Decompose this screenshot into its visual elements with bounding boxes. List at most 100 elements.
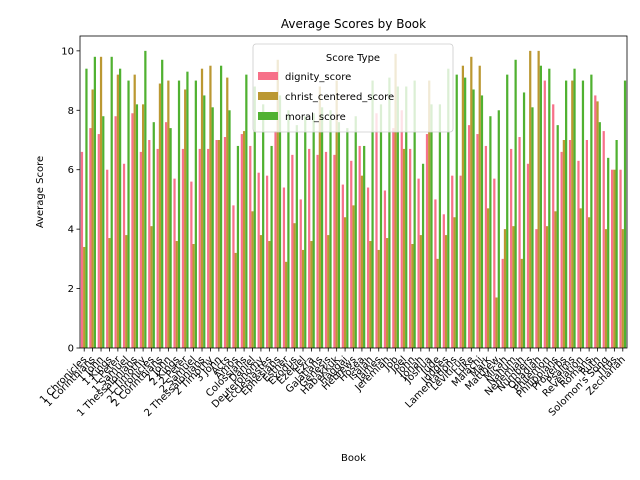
bar-dignity_score	[350, 160, 353, 348]
bar-moral_score	[363, 145, 366, 348]
bar-moral_score	[287, 110, 290, 348]
bar-dignity_score	[122, 163, 126, 348]
y-tick-label: 8	[68, 106, 74, 117]
bar-dignity_score	[80, 151, 84, 348]
bar-moral_score	[177, 80, 181, 348]
bar-moral_score	[497, 110, 500, 348]
bar-moral_score	[127, 80, 130, 348]
bar-moral_score	[531, 107, 534, 348]
bar-christ_centered_score	[133, 74, 136, 348]
bar-moral_score	[480, 95, 484, 349]
bar-moral_score	[312, 113, 315, 348]
bar-christ_centered_score	[613, 169, 616, 348]
bar-moral_score	[278, 95, 282, 349]
bar-dignity_score	[451, 175, 454, 348]
bar-moral_score	[144, 50, 147, 349]
bar-christ_centered_score	[167, 80, 170, 348]
bar-christ_centered_score	[285, 261, 288, 348]
bar-moral_score	[396, 86, 399, 348]
bar-dignity_score	[181, 148, 185, 348]
bar-moral_score	[253, 86, 256, 348]
bar-christ_centered_score	[301, 249, 305, 348]
bar-christ_centered_score	[268, 241, 271, 348]
bar-dignity_score	[484, 145, 488, 348]
bar-moral_score	[565, 80, 568, 348]
bar-moral_score	[379, 104, 383, 348]
bar-christ_centered_score	[209, 65, 212, 349]
bar-dignity_score	[383, 190, 387, 348]
bar-moral_score	[346, 128, 349, 348]
bar-moral_score	[522, 92, 526, 349]
legend-label-dignity_score: dignity_score	[285, 72, 351, 83]
bar-dignity_score	[106, 169, 109, 348]
bar-christ_centered_score	[478, 65, 481, 349]
bar-christ_centered_score	[150, 226, 153, 348]
bar-moral_score	[447, 68, 450, 348]
bar-christ_centered_score	[386, 238, 389, 348]
x-axis-label: Book	[341, 453, 366, 464]
bar-dignity_score	[594, 95, 597, 349]
bar-moral_score	[320, 107, 324, 348]
bar-dignity_score	[240, 134, 243, 348]
bar-christ_centered_score	[520, 258, 523, 348]
bar-christ_centered_score	[217, 140, 220, 348]
bar-moral_score	[245, 74, 248, 348]
bar-christ_centered_score	[259, 235, 263, 348]
bar-moral_score	[548, 68, 551, 348]
bar-dignity_score	[316, 154, 319, 348]
bar-christ_centered_score	[377, 249, 380, 348]
bar-dignity_score	[577, 160, 580, 348]
bar-moral_score	[421, 163, 425, 348]
bar-christ_centered_score	[175, 241, 178, 348]
bar-christ_centered_score	[588, 217, 591, 348]
bar-dignity_score	[265, 175, 269, 348]
bar-dignity_score	[493, 178, 496, 348]
bar-moral_score	[118, 68, 122, 348]
bar-dignity_score	[333, 154, 336, 348]
bar-dignity_score	[148, 140, 151, 348]
bar-christ_centered_score	[453, 217, 456, 348]
bar-moral_score	[337, 122, 341, 348]
legend-title: Score Type	[326, 53, 380, 64]
bar-dignity_score	[249, 145, 252, 348]
bar-moral_score	[598, 122, 601, 348]
bar-dignity_score	[518, 137, 521, 348]
bar-dignity_score	[207, 148, 210, 348]
bar-dignity_score	[552, 104, 555, 348]
bar-dignity_score	[510, 148, 513, 348]
bar-moral_score	[514, 59, 517, 349]
bar-christ_centered_score	[562, 140, 565, 348]
bar-christ_centered_score	[369, 241, 372, 348]
bar-moral_score	[236, 145, 240, 348]
bar-moral_score	[270, 145, 273, 348]
bar-moral_score	[539, 65, 542, 349]
bar-christ_centered_score	[116, 74, 119, 348]
bar-moral_score	[371, 80, 374, 348]
bar-moral_score	[354, 116, 357, 348]
legend-swatch-moral_score	[258, 112, 278, 120]
bar-dignity_score	[459, 175, 462, 348]
bar-dignity_score	[156, 148, 159, 348]
legend: Score Type dignity_score christ_centered_s…	[252, 43, 454, 133]
bar-moral_score	[489, 116, 492, 348]
bar-christ_centered_score	[411, 244, 414, 348]
bar-dignity_score	[282, 187, 286, 348]
bar-christ_centered_score	[242, 131, 246, 348]
bar-christ_centered_score	[394, 53, 397, 348]
bar-dignity_score	[434, 199, 437, 348]
bar-christ_centered_score	[226, 77, 229, 348]
bar-dignity_score	[114, 116, 117, 348]
bar-dignity_score	[425, 134, 429, 348]
bar-moral_score	[135, 104, 139, 348]
bar-dignity_score	[89, 128, 92, 348]
bar-dignity_score	[358, 145, 361, 348]
bar-dignity_score	[308, 148, 311, 348]
bar-christ_centered_score	[318, 86, 321, 348]
bar-moral_score	[590, 74, 593, 348]
bar-moral_score	[169, 128, 172, 348]
legend-label-moral_score: moral_score	[285, 112, 346, 123]
bar-dignity_score	[274, 131, 277, 348]
y-axis-label: Average Score	[35, 156, 46, 228]
